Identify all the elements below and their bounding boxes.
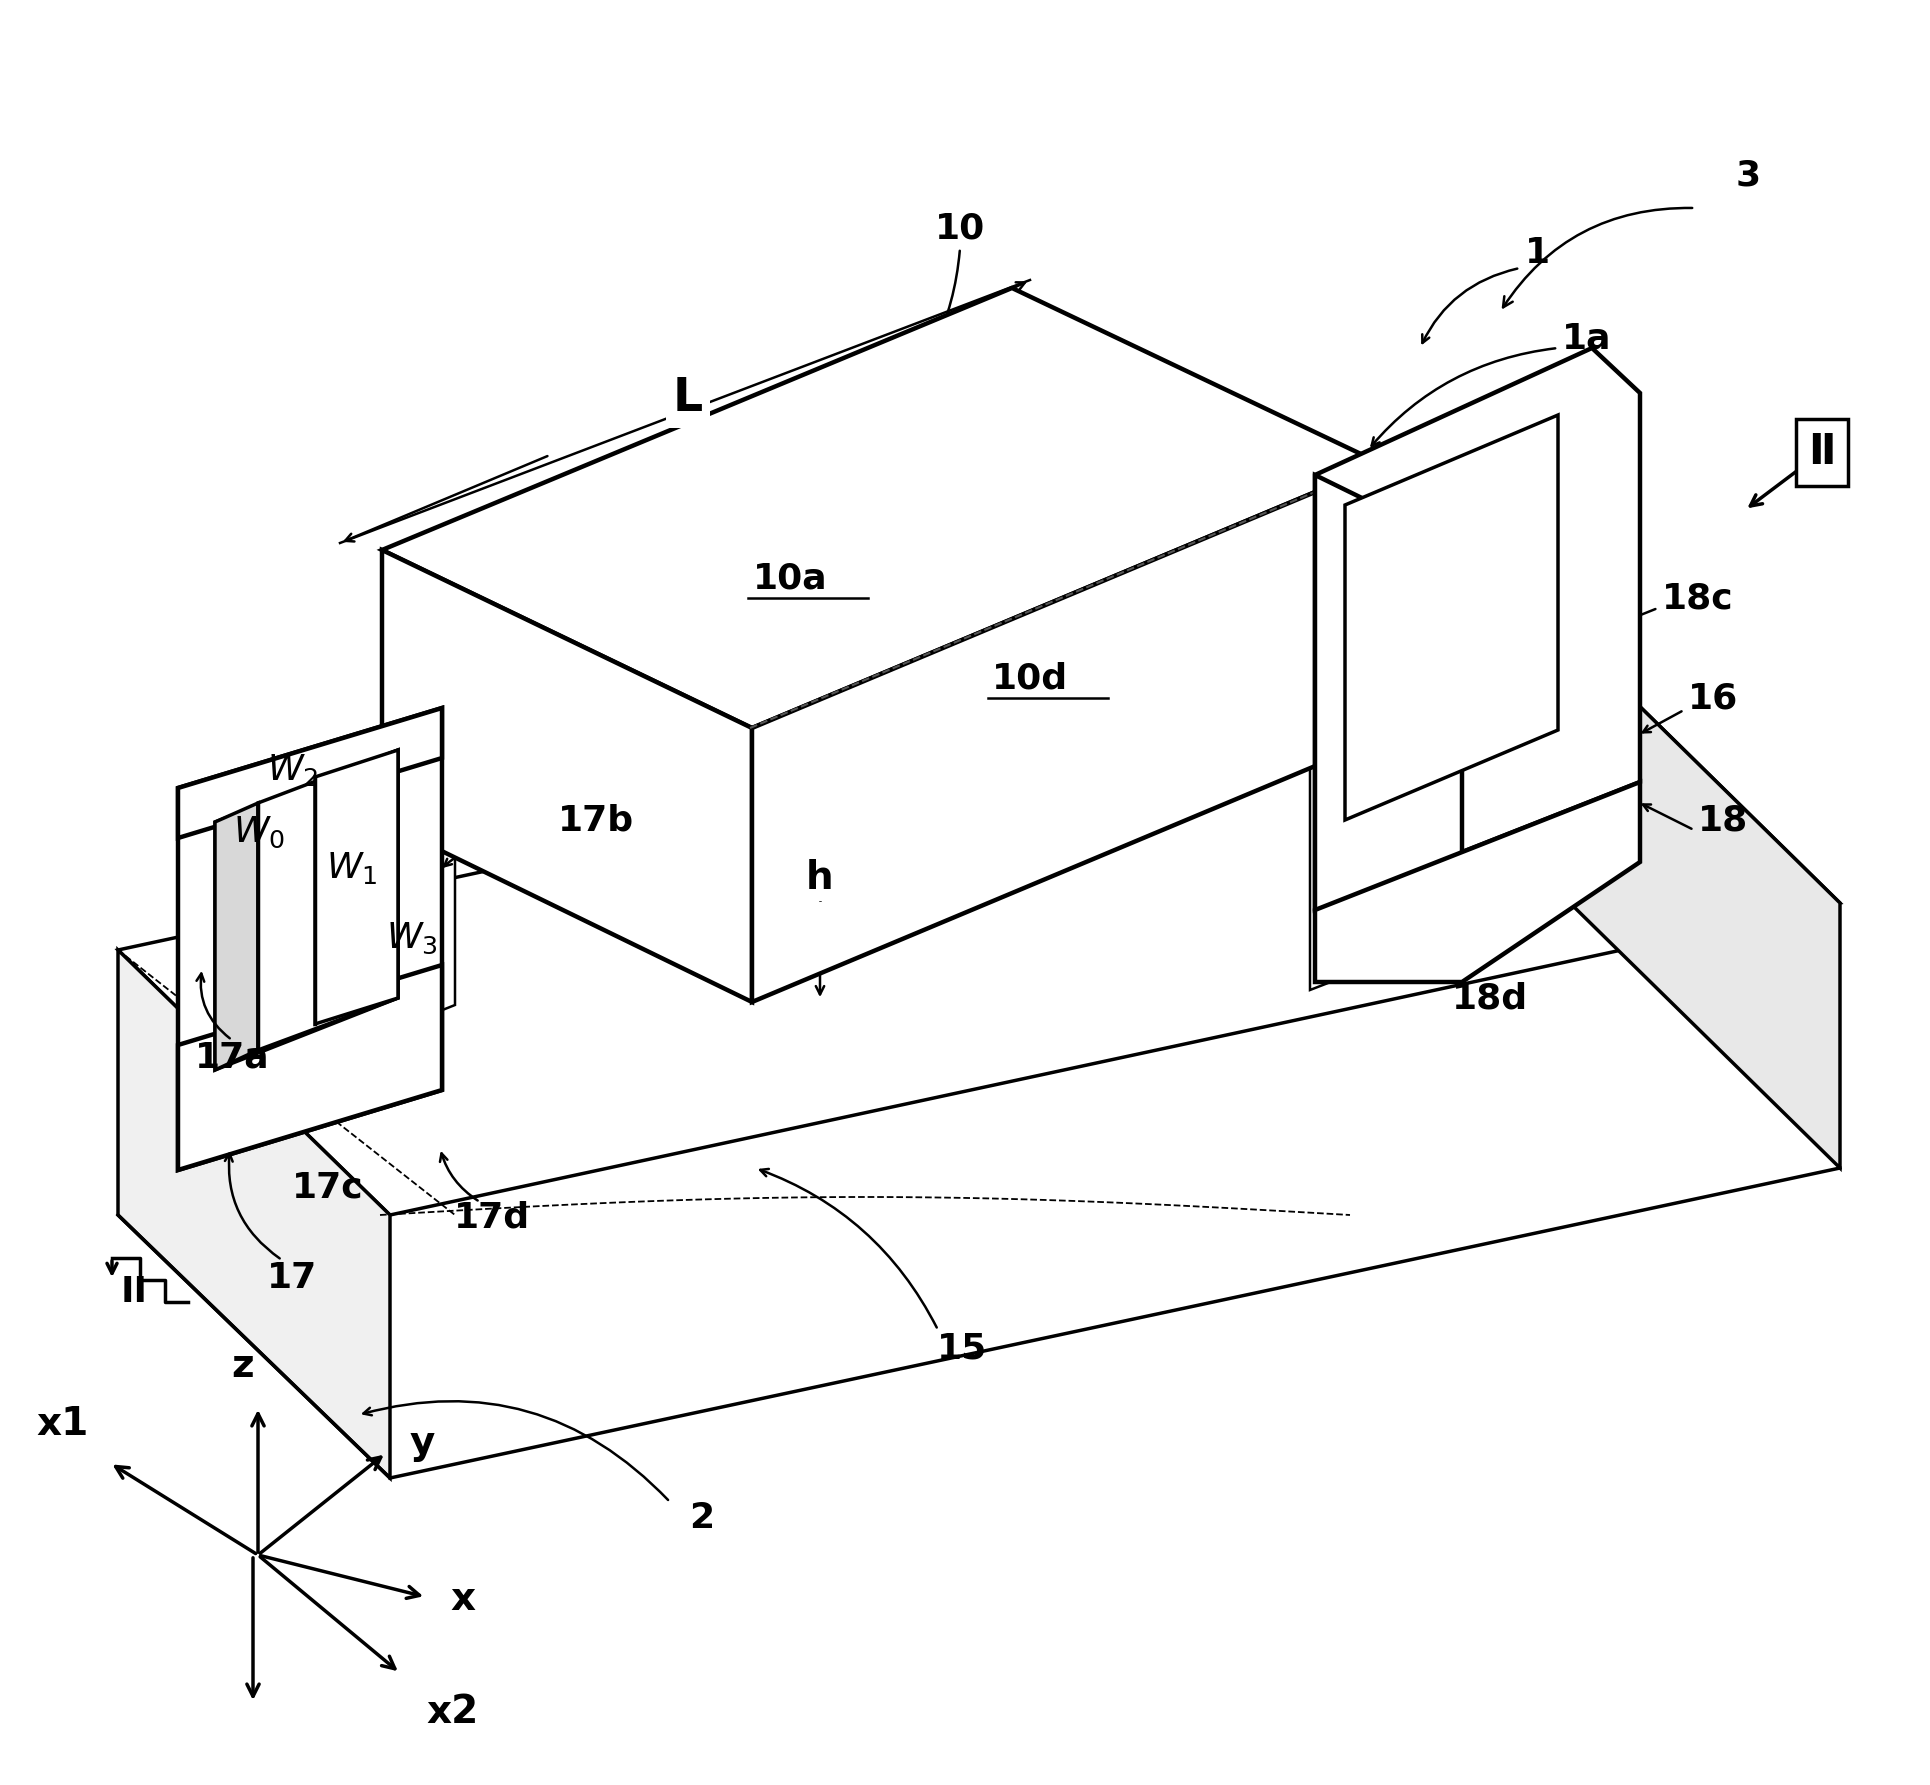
Text: Ⅱ: Ⅱ <box>1806 430 1835 473</box>
Polygon shape <box>1569 637 1839 1167</box>
Text: II: II <box>122 1274 149 1308</box>
Text: 10a: 10a <box>753 560 826 594</box>
Text: x2: x2 <box>427 1692 479 1731</box>
Text: $W_2$: $W_2$ <box>266 751 318 787</box>
Text: 2: 2 <box>689 1501 714 1535</box>
FancyArrowPatch shape <box>197 973 230 1039</box>
Text: h: h <box>805 859 834 898</box>
Polygon shape <box>178 843 455 1116</box>
Text: 17c: 17c <box>291 1171 363 1205</box>
Text: 15: 15 <box>936 1332 986 1366</box>
Polygon shape <box>259 750 398 1050</box>
Text: 18d: 18d <box>1451 982 1527 1016</box>
Polygon shape <box>1345 414 1558 819</box>
Text: 10: 10 <box>934 211 984 245</box>
Polygon shape <box>178 966 442 1169</box>
Text: $W_0$: $W_0$ <box>234 814 286 850</box>
Polygon shape <box>1314 475 1461 982</box>
FancyArrowPatch shape <box>440 1153 477 1201</box>
Text: 17d: 17d <box>454 1201 531 1235</box>
Polygon shape <box>382 287 1382 728</box>
Text: 17: 17 <box>266 1260 317 1294</box>
Text: 16: 16 <box>1687 682 1737 716</box>
Polygon shape <box>1314 782 1639 982</box>
Polygon shape <box>214 750 398 1069</box>
Text: 3: 3 <box>1735 159 1760 193</box>
Text: z: z <box>232 1348 255 1385</box>
Polygon shape <box>178 709 442 837</box>
Polygon shape <box>751 464 1382 1001</box>
Polygon shape <box>178 709 442 1169</box>
Text: 18: 18 <box>1696 803 1747 837</box>
FancyArrowPatch shape <box>760 1169 936 1328</box>
Text: x1: x1 <box>37 1405 89 1442</box>
Polygon shape <box>1309 623 1639 991</box>
Text: 17a: 17a <box>195 1041 268 1075</box>
Polygon shape <box>118 637 1839 1216</box>
Text: x: x <box>450 1580 475 1617</box>
Text: L: L <box>672 375 703 421</box>
Text: y: y <box>409 1424 434 1462</box>
Polygon shape <box>1314 348 1639 910</box>
Polygon shape <box>118 950 390 1478</box>
Text: 18c: 18c <box>1662 580 1733 616</box>
Polygon shape <box>382 550 751 1001</box>
FancyArrowPatch shape <box>363 1401 668 1499</box>
Text: $W_1$: $W_1$ <box>326 850 378 885</box>
Polygon shape <box>214 803 259 1069</box>
Text: $W_3$: $W_3$ <box>386 921 438 955</box>
Text: 17b: 17b <box>558 803 633 837</box>
FancyArrowPatch shape <box>224 1153 280 1258</box>
Text: 10d: 10d <box>992 660 1067 694</box>
Text: 1a: 1a <box>1561 321 1612 355</box>
FancyArrowPatch shape <box>1502 207 1691 307</box>
Text: 1: 1 <box>1525 236 1550 270</box>
Polygon shape <box>315 750 398 1025</box>
